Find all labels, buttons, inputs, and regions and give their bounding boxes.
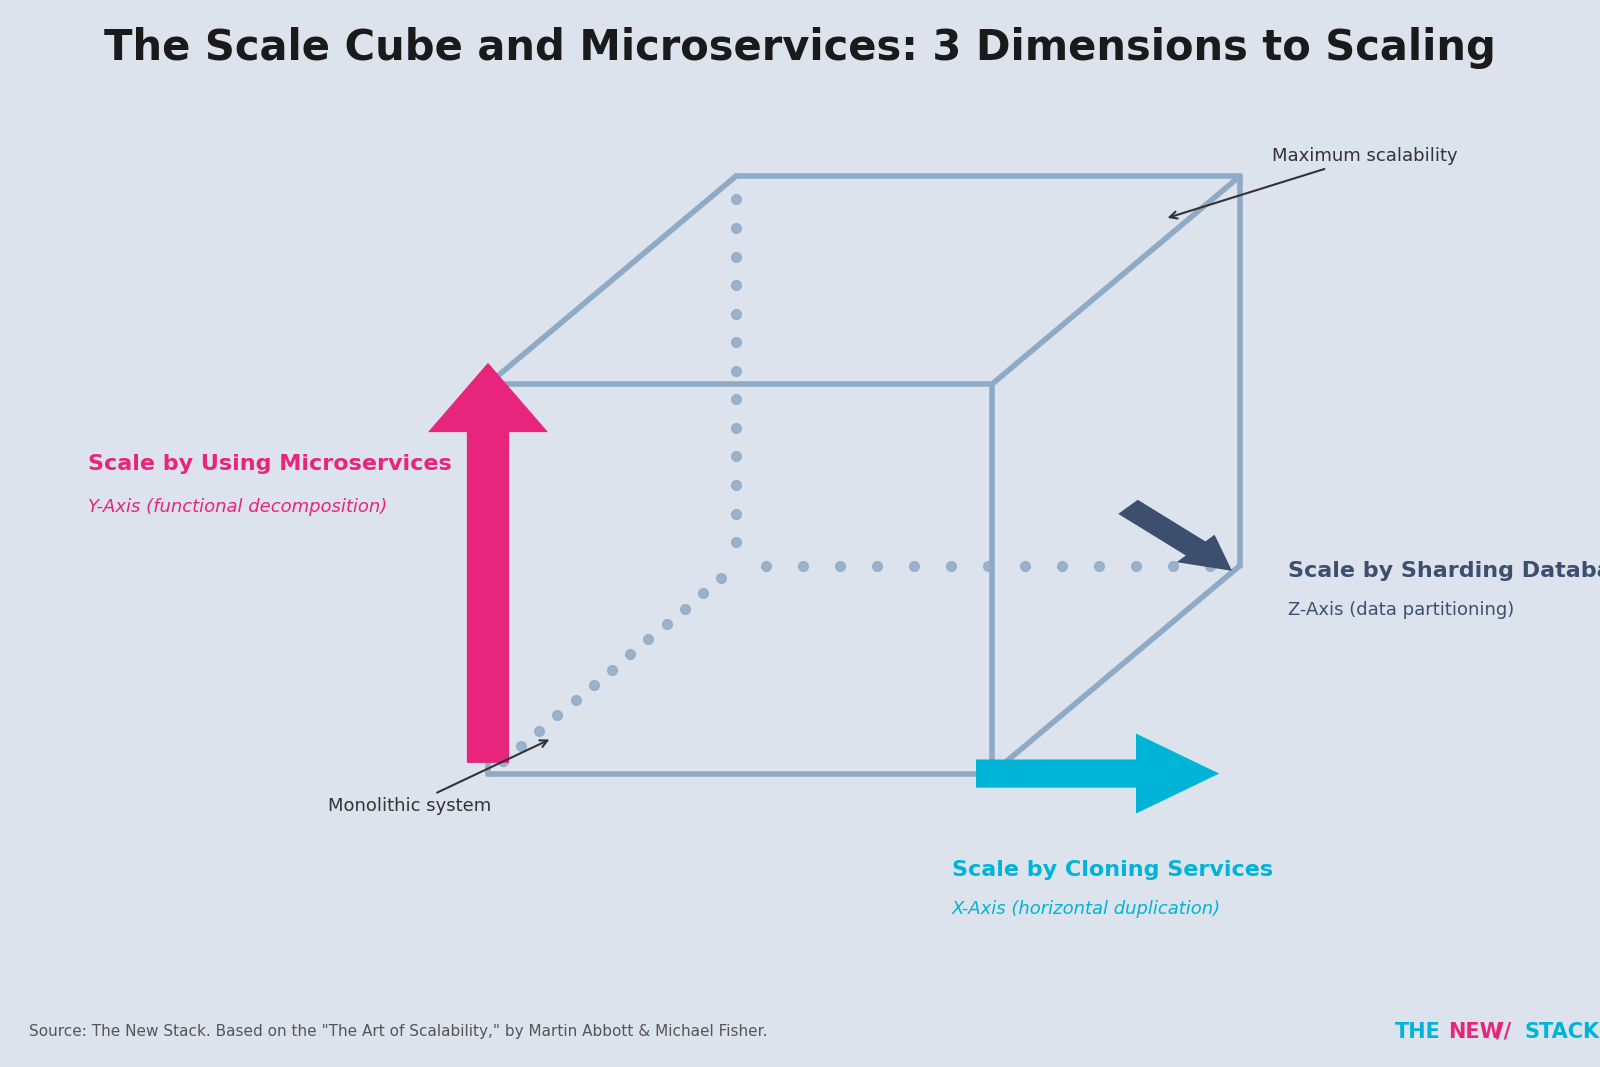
Text: Scale by Using Microservices: Scale by Using Microservices xyxy=(88,455,451,474)
Text: X-Axis (horizontal duplication): X-Axis (horizontal duplication) xyxy=(952,901,1221,918)
Polygon shape xyxy=(429,363,547,763)
Text: STACK: STACK xyxy=(1525,1022,1600,1041)
Text: //: // xyxy=(1496,1022,1512,1041)
Text: THE: THE xyxy=(1395,1022,1442,1041)
Text: Scale by Cloning Services: Scale by Cloning Services xyxy=(952,860,1274,879)
Text: Maximum scalability: Maximum scalability xyxy=(1170,147,1458,219)
Text: Monolithic system: Monolithic system xyxy=(328,740,547,814)
Text: The Scale Cube and Microservices: 3 Dimensions to Scaling: The Scale Cube and Microservices: 3 Dime… xyxy=(104,27,1496,69)
Text: Z-Axis (data partitioning): Z-Axis (data partitioning) xyxy=(1288,602,1514,619)
Text: Source: The New Stack. Based on the "The Art of Scalability," by Martin Abbott &: Source: The New Stack. Based on the "The… xyxy=(29,1024,768,1039)
Text: Y-Axis (functional decomposition): Y-Axis (functional decomposition) xyxy=(88,498,387,515)
Polygon shape xyxy=(976,734,1219,813)
Text: NEW: NEW xyxy=(1448,1022,1502,1041)
Text: Scale by Sharding Databases: Scale by Sharding Databases xyxy=(1288,561,1600,580)
Polygon shape xyxy=(1118,499,1232,571)
